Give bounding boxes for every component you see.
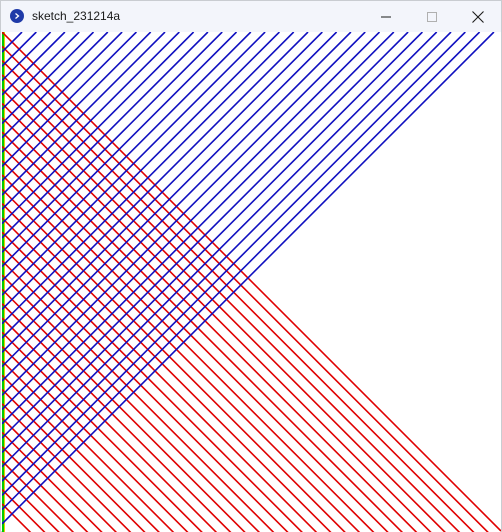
red-line [2,45,489,532]
blue-line [2,32,238,268]
red-line [2,288,246,532]
red-line [2,188,346,532]
red-line [2,74,461,532]
red-line [2,317,218,532]
blue-line [2,32,338,368]
red-line [2,388,146,532]
blue-line [2,32,438,468]
blue-line [2,32,52,82]
red-line [2,117,418,532]
processing-icon [10,9,24,23]
sketch-drawing [2,32,501,532]
window-title: sketch_231214a [32,9,121,23]
blue-line [2,32,481,511]
blue-line [2,32,395,425]
red-line [2,446,89,532]
red-line [2,417,118,532]
blue-line [2,32,366,396]
red-line [2,303,232,532]
blue-line [2,32,280,310]
blue-line [2,32,137,167]
blue-line [2,32,252,282]
blue-line [2,32,295,325]
edge-strip-yellow [4,32,5,532]
blue-line [2,32,109,139]
red-line [2,231,303,532]
red-line [2,217,318,532]
red-line [2,331,203,532]
red-line [2,431,103,532]
blue-line [2,32,66,96]
blue-line [2,32,95,125]
red-line [2,102,432,532]
close-icon [472,10,484,23]
blue-line [2,32,209,239]
red-line [2,274,261,532]
blue-line [2,32,80,110]
blue-line [2,32,266,296]
blue-line [2,32,23,53]
minimize-button[interactable] [363,1,409,32]
red-line [2,131,404,532]
blue-line [2,32,423,453]
red-line [2,403,132,532]
red-line [2,360,175,532]
blue-line [2,32,495,525]
red-line [2,346,189,532]
blue-line [2,32,466,496]
red-line [2,160,375,532]
red-line [2,88,446,532]
blue-line [2,32,180,210]
blue-line [2,32,152,182]
maximize-icon [427,11,437,22]
red-line [2,260,275,532]
minimize-icon [381,16,391,17]
sketch-canvas[interactable] [2,32,501,532]
blue-line [2,32,166,196]
blue-line [2,32,352,382]
blue-line [2,32,123,153]
blue-line [2,32,409,439]
blue-line [2,32,223,253]
blue-line [2,32,381,411]
red-line [2,245,289,532]
red-line [2,203,332,532]
title-bar[interactable]: sketch_231214a [1,1,501,32]
red-line [2,374,160,532]
blue-line [2,32,195,225]
blue-line [2,32,309,339]
red-line [2,174,361,532]
blue-line [2,32,452,482]
maximize-button[interactable] [409,1,455,32]
blue-line [2,32,323,353]
close-button[interactable] [455,1,501,32]
red-line [2,32,501,532]
edge-strip-green [2,32,4,532]
red-line [2,145,389,532]
red-line [2,60,475,532]
blue-line [2,32,37,67]
